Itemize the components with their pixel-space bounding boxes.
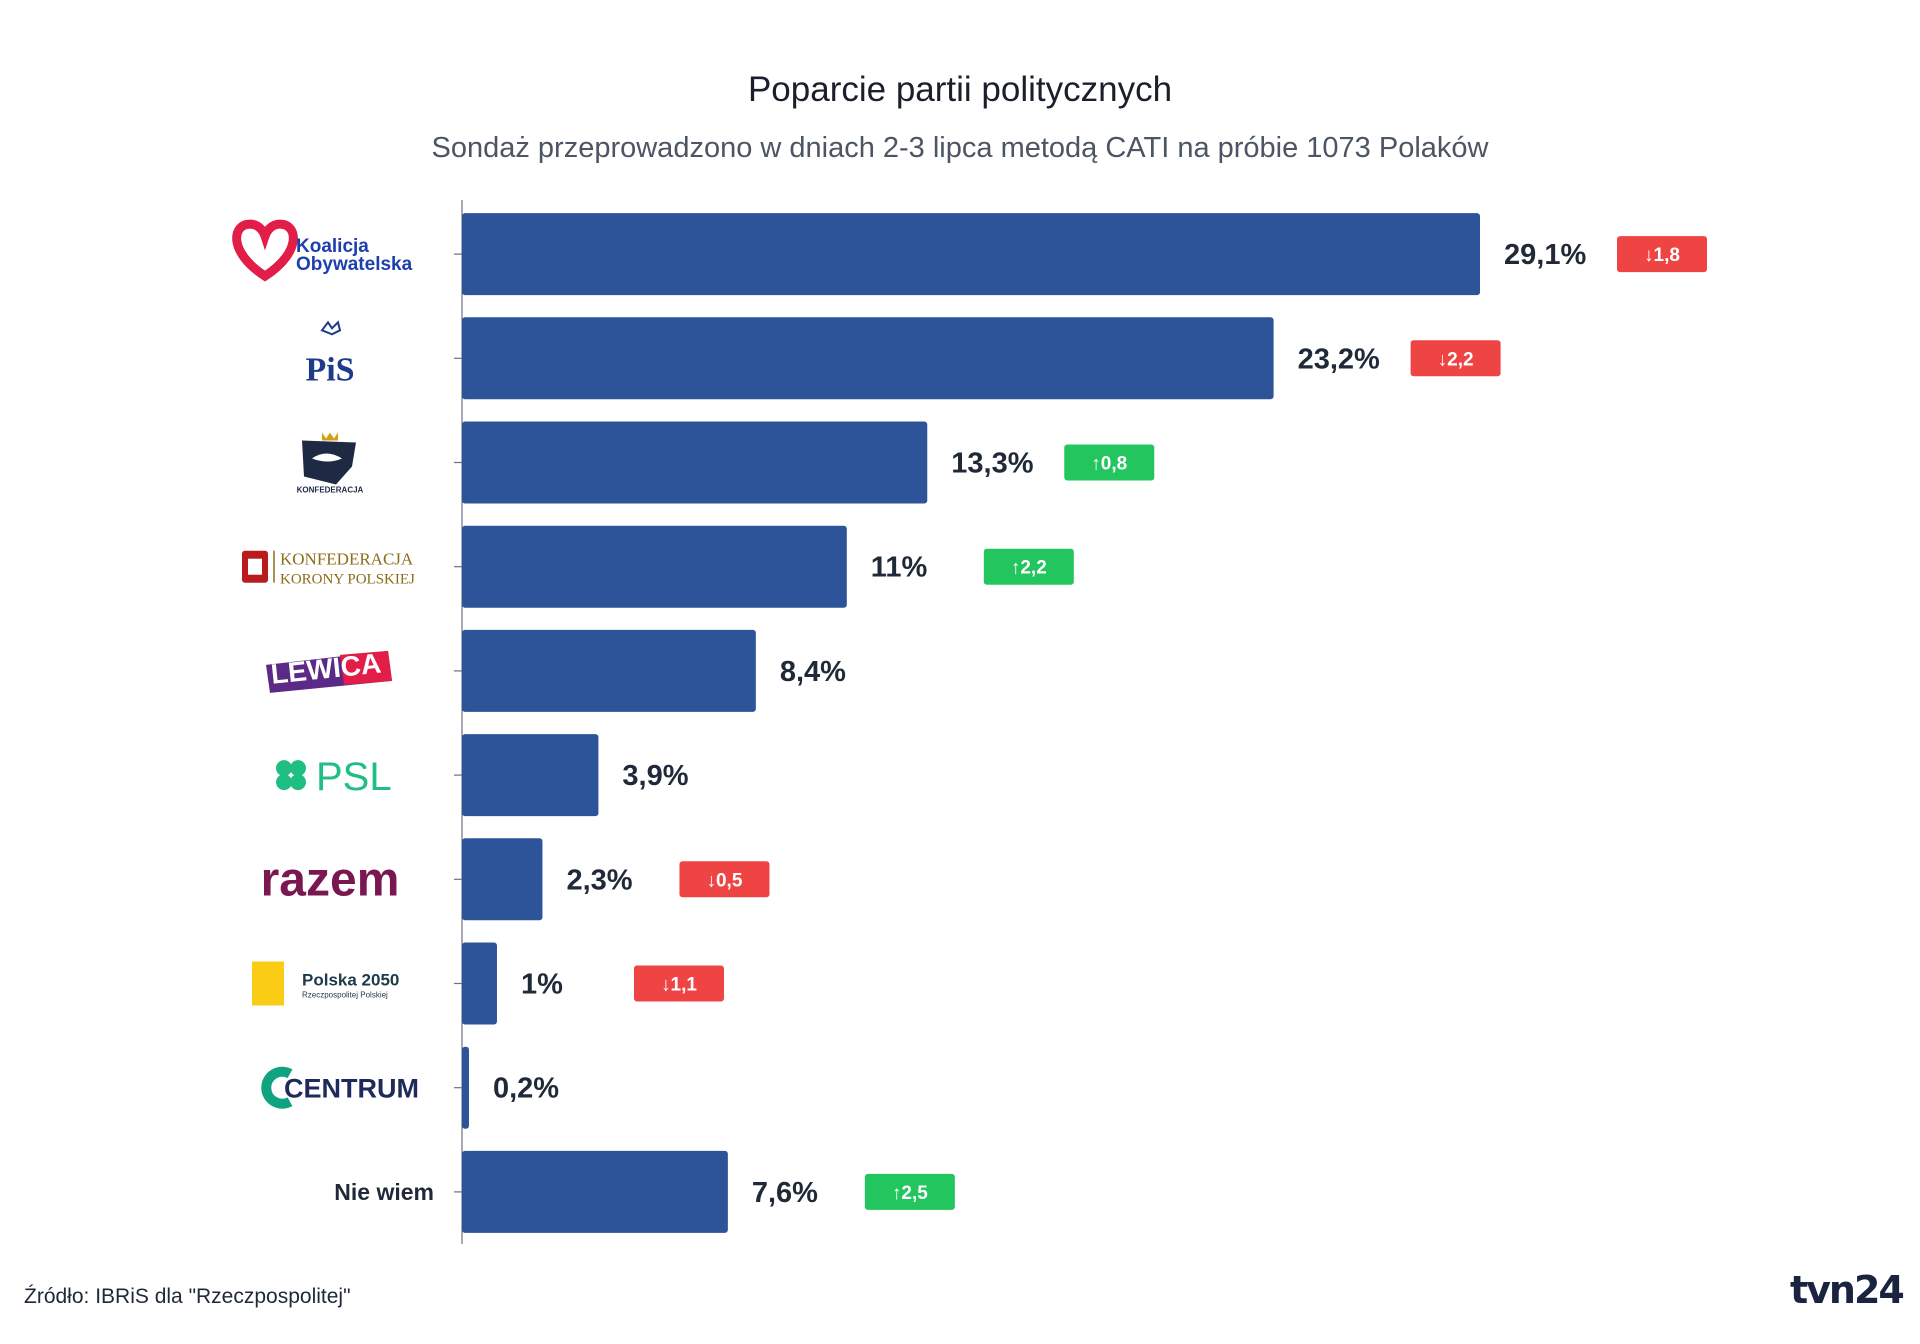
change-badge: ↓2,2 [1410,340,1501,377]
change-badge-label: ↑2,2 [1011,558,1047,579]
clover-leaf-1 [290,760,306,777]
change-badge-bg [1410,340,1501,377]
coat-of-arms-inner [248,558,262,575]
change-badge-bg [679,861,770,898]
change-badge-label: ↑0,8 [1091,454,1127,475]
party-logo-9: Nie wiem [334,1179,434,1205]
party-logo-8: CENTRUM [261,1066,419,1109]
eagle-wing-icon [312,453,342,462]
value-label: 29,1% [1504,239,1586,271]
value-label: 13,3% [951,448,1033,480]
bar [462,421,928,504]
change-badge-bg [1617,236,1707,273]
banner-red-icon [340,650,392,685]
c-ring-icon [261,1066,293,1109]
bar [462,734,599,817]
change-badge: ↓0,5 [679,861,770,898]
bar [462,1046,469,1129]
change-badge-bg [983,548,1074,585]
clover-leaf-3 [290,774,306,791]
logo-text-line-2: KORONY POLSKIEJ [280,572,415,588]
source-note: Źródło: IBRiS dla "Rzeczpospolitej" [24,1285,351,1308]
logo-text: KONFEDERACJA [297,486,364,495]
change-badge: ↑2,2 [983,548,1074,585]
change-badge: ↑0,8 [1064,444,1155,481]
clover-leaf-0 [276,760,292,777]
value-label: 3,9% [622,760,688,792]
value-label: 1% [521,969,563,1001]
bar [462,629,756,712]
party-logo-4: LEWICA [266,647,392,693]
change-badge-bg [633,965,724,1002]
party-logo-5: PSL [276,755,392,799]
party-logo-2: KONFEDERACJA [297,432,364,495]
bar [462,525,847,608]
value-label: 11% [871,552,928,584]
logo-text-line-2: Obywatelska [296,254,413,275]
2050-mark-icon [252,961,284,1006]
change-badge-bg [864,1173,955,1210]
change-badge: ↓1,8 [1617,236,1707,273]
chart-subtitle: Sondaż przeprowadzono w dniach 2-3 lipca… [431,132,1489,164]
logo-text: PSL [316,755,392,799]
logo-text-line-2: Rzeczpospolitej Polskiej [302,991,388,1000]
change-badge-label: ↓0,5 [706,870,742,891]
party-logo-1: PiS [305,320,355,388]
party-logo-3: KONFEDERACJA KORONY POLSKIEJ [242,550,415,588]
logo-text-line-1: Polska 2050 [302,971,399,990]
crown-icon [322,432,338,441]
logo-text-line-1: KONFEDERACJA [280,550,414,569]
value-label: 0,2% [493,1073,559,1105]
value-label: 2,3% [566,864,632,896]
logo-text: razem [261,853,400,906]
change-badge-label: ↓1,8 [1644,245,1680,266]
logo-text: CENTRUM [284,1074,419,1104]
change-badge-bg [1064,444,1155,481]
value-label: 23,2% [1298,343,1380,375]
bar [462,317,1274,400]
category-label: Nie wiem [334,1179,434,1205]
bar [462,942,497,1025]
change-badge: ↓1,1 [633,965,724,1002]
change-badge: ↑2,5 [864,1173,955,1210]
clover-leaf-2 [276,774,292,791]
bar [462,1150,728,1233]
logo-text: LEWICA [269,647,382,689]
logo-text-line-1: Koalicja [296,236,369,257]
tvn24-logo: tvn24 [1790,1268,1905,1312]
change-badge-label: ↓1,1 [661,975,697,996]
eagle-icon [320,320,342,336]
party-logo-6: razem [261,853,400,906]
bar [462,213,1480,296]
value-label: 7,6% [752,1177,818,1209]
bar [462,838,543,921]
value-label: 8,4% [780,656,846,688]
chart-title: Poparcie partii politycznych [747,70,1173,109]
heart-icon [232,219,298,282]
logo-text: PiS [305,351,354,388]
change-badge-label: ↓2,2 [1438,349,1474,370]
change-badge-label: ↑2,5 [892,1183,928,1204]
crowned-eagle-icon [302,440,356,485]
